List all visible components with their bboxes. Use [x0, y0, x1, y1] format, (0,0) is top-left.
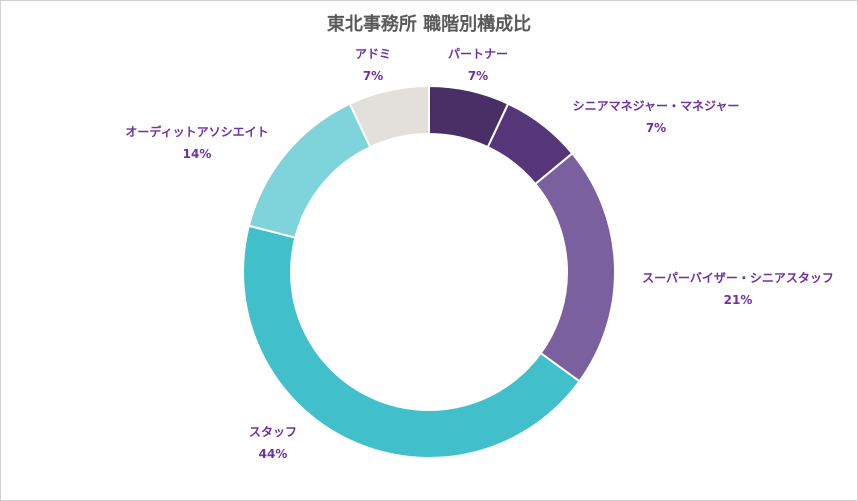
slice-label: アドミ	[355, 47, 391, 61]
pie-slice	[242, 224, 581, 459]
slice-label: スタッフ	[249, 425, 297, 439]
slice-value-label: 7%	[363, 69, 383, 83]
slice-label: シニアマネジャー・マネジャー	[573, 99, 740, 113]
chart-title: 東北事務所 職階別構成比	[326, 14, 532, 35]
slice-value-label: 14%	[183, 147, 212, 161]
pie-slice	[247, 102, 372, 239]
pie-slice	[348, 84, 430, 149]
slice-value-label: 7%	[646, 121, 666, 135]
slice-label: スーパーバイザー・シニアスタッフ	[642, 271, 834, 285]
slice-value-label: 21%	[724, 293, 753, 307]
slice-value-label: 7%	[468, 69, 488, 83]
slice-label: パートナー	[448, 47, 508, 61]
slice-label: オーディットアソシエイト	[125, 124, 268, 139]
slice-value-label: 44%	[259, 447, 288, 461]
pie-slice	[533, 152, 616, 383]
